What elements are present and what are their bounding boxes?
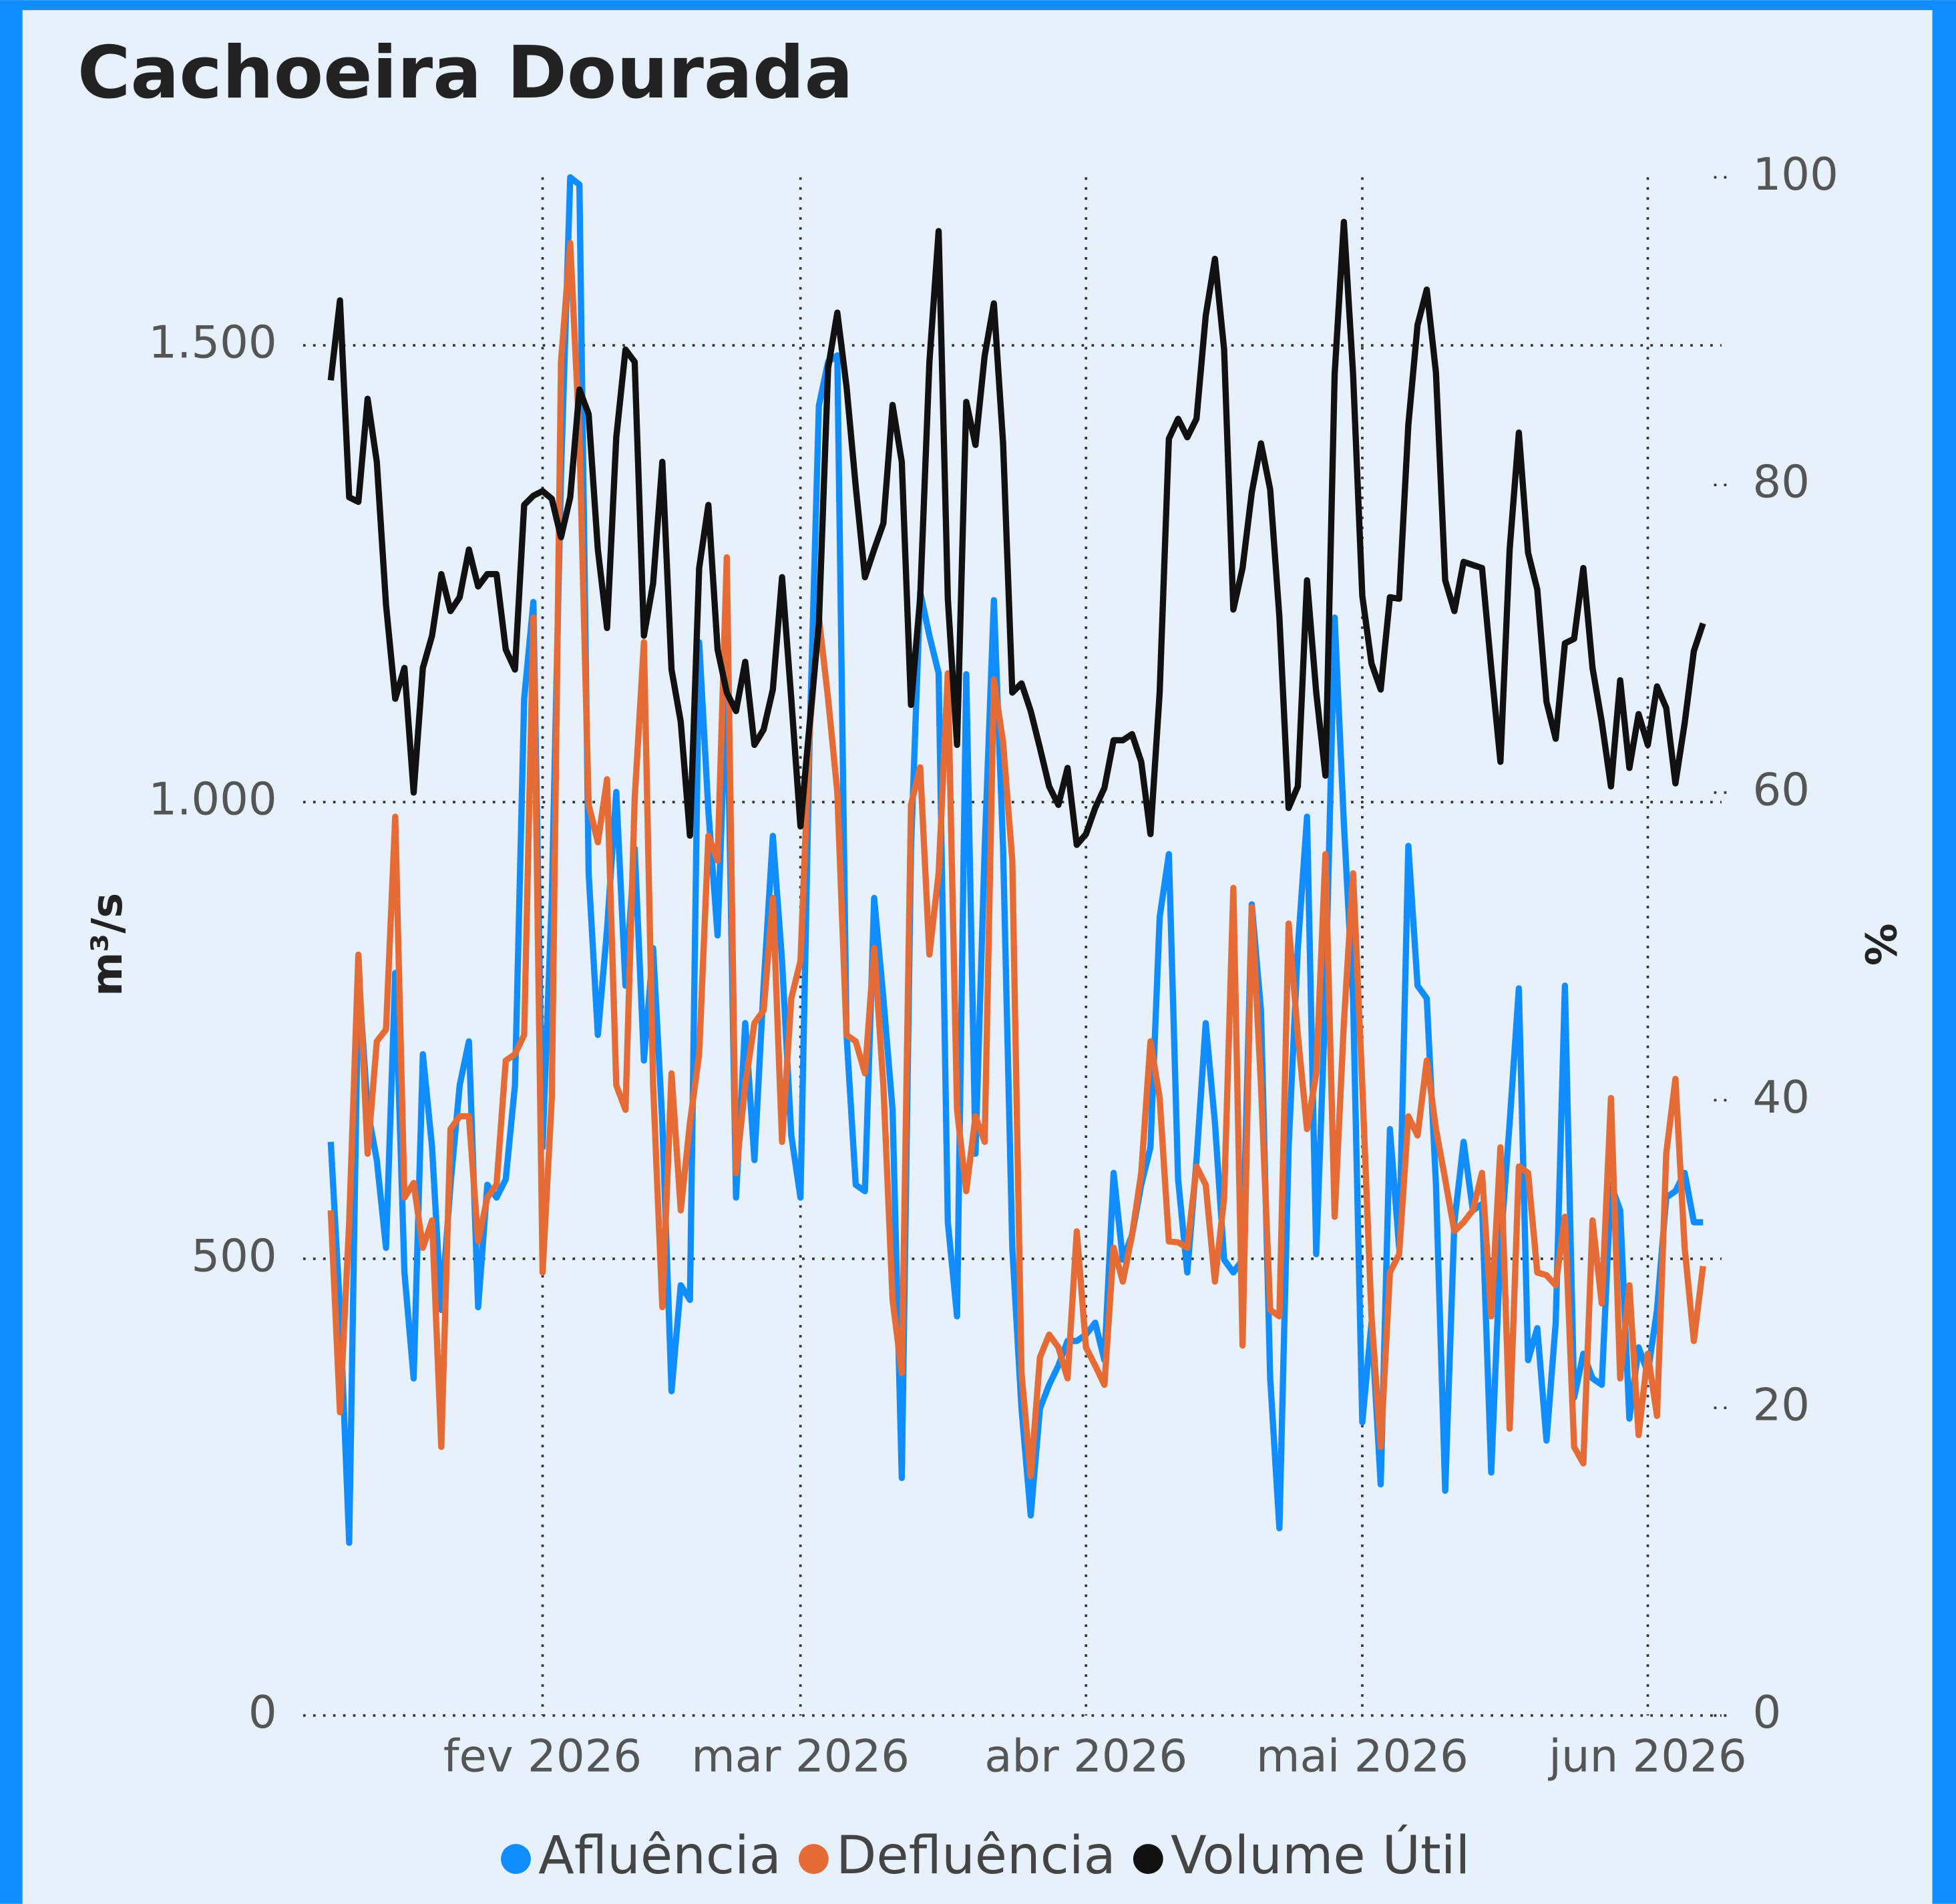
y-tick-label: 1.500 xyxy=(148,317,276,369)
y2-tick-label: 40 xyxy=(1753,1071,1810,1123)
y-axis-title: m³/s xyxy=(82,893,132,996)
border-right xyxy=(1932,0,1956,1904)
y2-tick-label: 20 xyxy=(1753,1379,1810,1431)
x-tick-label: fev 2026 xyxy=(443,1730,642,1782)
legend-label: Afluência xyxy=(538,1825,781,1886)
y2-axis-title: % xyxy=(1856,923,1905,966)
y2-tick-label: 80 xyxy=(1753,456,1810,508)
legend-label: Volume Útil xyxy=(1171,1825,1470,1886)
border-top xyxy=(0,0,1956,11)
x-tick-label: jun 2026 xyxy=(1547,1730,1746,1782)
y2-tick-label: 60 xyxy=(1753,763,1810,815)
y2-tick-label: 100 xyxy=(1753,148,1838,200)
border-left xyxy=(0,0,23,1904)
series-line xyxy=(327,240,1706,1480)
legend-marker xyxy=(1133,1844,1163,1874)
legend-marker xyxy=(501,1844,531,1874)
chart-title: Cachoeira Dourada xyxy=(77,30,853,115)
legend-marker xyxy=(798,1844,829,1874)
x-tick-label: abr 2026 xyxy=(984,1730,1187,1782)
y-tick-label: 0 xyxy=(248,1686,277,1738)
y-tick-label: 500 xyxy=(191,1229,276,1282)
y2-tick-label: 0 xyxy=(1753,1686,1782,1738)
y-tick-label: 1.000 xyxy=(148,773,276,825)
legend-label: Defluência xyxy=(836,1825,1116,1886)
x-tick-label: mai 2026 xyxy=(1256,1730,1469,1782)
series-line xyxy=(327,218,1706,848)
x-tick-label: mar 2026 xyxy=(691,1730,910,1782)
